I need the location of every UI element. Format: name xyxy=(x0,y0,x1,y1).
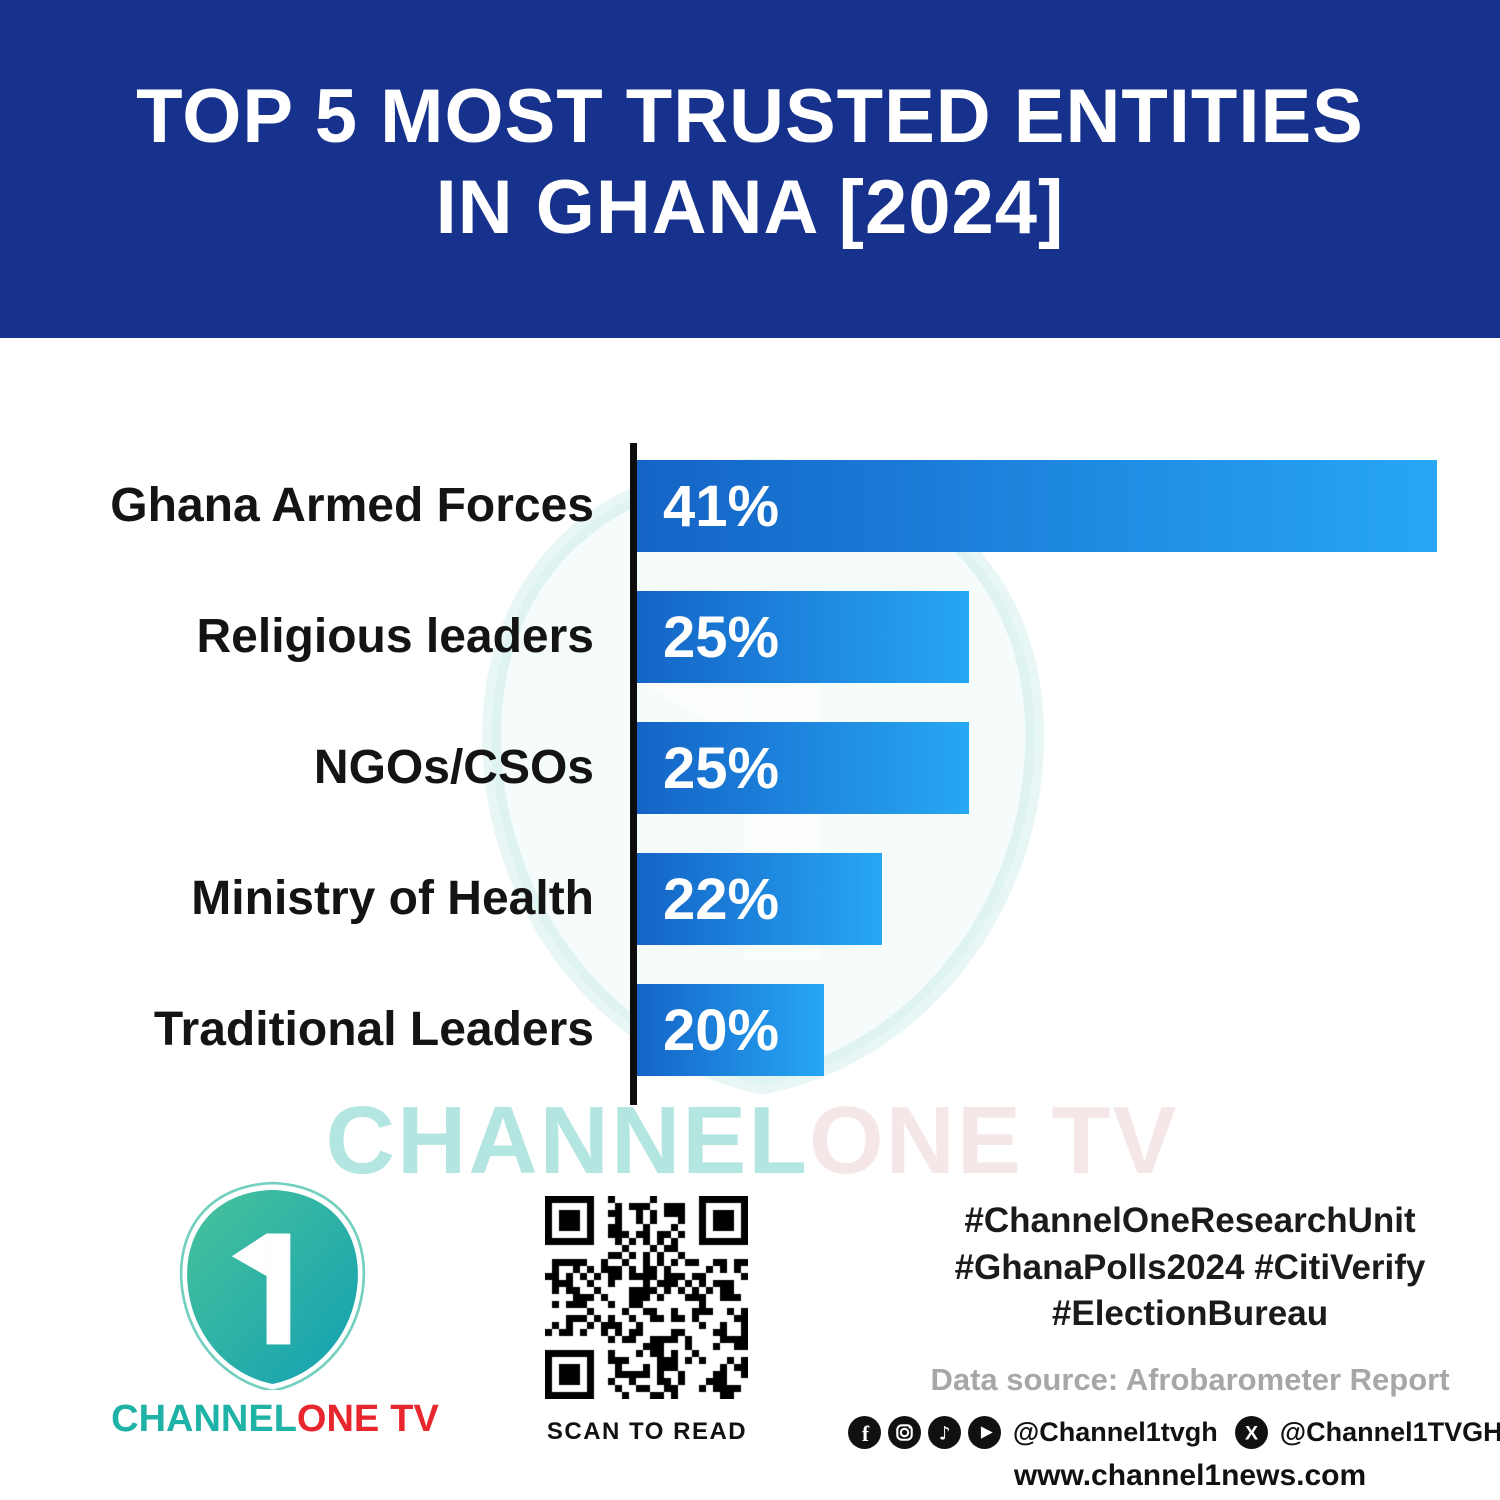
chart-row: Ministry of Health 22% xyxy=(0,853,1500,945)
hashtag-line-3: #ElectionBureau xyxy=(1051,1294,1329,1334)
tiktok-icon: ♪ xyxy=(927,1415,961,1449)
title-line-2: IN GHANA [2024] xyxy=(435,165,1065,250)
value-label: 22% xyxy=(663,866,780,932)
chart-title: TOP 5 MOST TRUSTED ENTITIES IN GHANA [20… xyxy=(136,71,1364,267)
channel-one-logo xyxy=(179,1181,366,1390)
title-line-1: TOP 5 MOST TRUSTED ENTITIES xyxy=(136,73,1364,159)
category-label: Religious leaders xyxy=(196,610,594,663)
social-row: f ♪ @Channel1tvgh X @Channel1TVGHA xyxy=(847,1415,1500,1449)
chart-row: Traditional Leaders 20% xyxy=(0,984,1500,1076)
value-label: 25% xyxy=(663,735,780,801)
wordmark-one: ONE xyxy=(296,1398,380,1440)
bar: 20% xyxy=(637,984,824,1076)
category-label: Ghana Armed Forces xyxy=(110,479,594,532)
channel-one-wordmark: CHANNELONE TV xyxy=(111,1398,439,1441)
svg-text:X: X xyxy=(1245,1422,1258,1444)
svg-text:♪: ♪ xyxy=(938,1423,950,1444)
x-icon: X xyxy=(1234,1415,1268,1449)
chart-axis-line xyxy=(630,443,637,1105)
wordmark-tv: TV xyxy=(390,1398,439,1440)
chart-row: Religious leaders 25% xyxy=(0,591,1500,683)
qr-code xyxy=(545,1196,748,1399)
watermark-channelone-tv: CHANNELONE TV xyxy=(326,1086,1179,1196)
bar: 41% xyxy=(637,460,1437,552)
hashtag-line-1: #ChannelOneResearchUnit xyxy=(964,1201,1416,1240)
qr-caption: SCAN TO READ xyxy=(546,1418,748,1445)
facebook-icon: f xyxy=(847,1415,881,1449)
website-url: www.channel1news.com xyxy=(1013,1458,1367,1492)
category-label: Ministry of Health xyxy=(191,872,594,925)
category-label: NGOs/CSOs xyxy=(313,741,594,794)
svg-text:f: f xyxy=(862,1421,870,1445)
bar: 25% xyxy=(637,591,969,683)
category-label: Traditional Leaders xyxy=(153,1003,594,1056)
chart-row: Ghana Armed Forces 41% xyxy=(0,460,1500,552)
social-handle-x: @Channel1TVGHA xyxy=(1279,1416,1500,1447)
watermark-channel: CHANNEL xyxy=(325,1087,809,1194)
watermark-one-tv: ONE TV xyxy=(808,1087,1179,1194)
instagram-icon xyxy=(887,1415,921,1449)
chart-row: NGOs/CSOs 25% xyxy=(0,722,1500,814)
social-handle-main: @Channel1tvgh xyxy=(1012,1416,1218,1447)
wordmark-channel: CHANNEL xyxy=(111,1398,297,1440)
hashtag-line-2: #GhanaPolls2024 #CitiVerify xyxy=(954,1247,1426,1287)
value-label: 41% xyxy=(663,473,780,539)
header-banner: TOP 5 MOST TRUSTED ENTITIES IN GHANA [20… xyxy=(0,0,1500,338)
data-source: Data source: Afrobarometer Report xyxy=(930,1361,1450,1397)
footer-right-block: #ChannelOneResearchUnit #GhanaPolls2024 … xyxy=(847,1198,1500,1493)
bar: 22% xyxy=(637,853,882,945)
bar: 25% xyxy=(637,722,969,814)
value-label: 20% xyxy=(663,997,780,1063)
youtube-icon xyxy=(967,1415,1001,1449)
value-label: 25% xyxy=(663,604,780,670)
